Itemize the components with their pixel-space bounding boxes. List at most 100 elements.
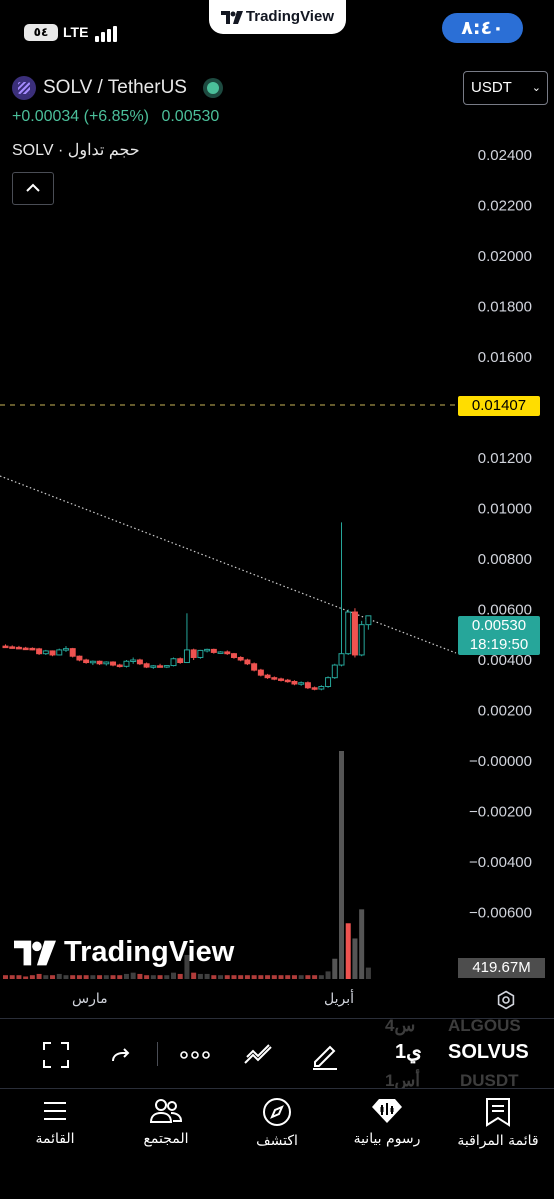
status-bar: ٥٤ LTE TradingView ٨:٤٠ [0, 0, 554, 62]
drawing-tools-icon[interactable] [310, 1041, 340, 1071]
price-axis-label: 0.00800 [478, 551, 532, 568]
candle [163, 665, 170, 669]
candle [304, 681, 311, 690]
volume-bar [16, 975, 22, 979]
time-axis[interactable]: مارس أبريل [0, 986, 554, 1014]
currency-select[interactable]: USDT ⌄ [463, 71, 548, 105]
candle [351, 608, 358, 658]
nav-community[interactable]: المجتمع [111, 1097, 221, 1147]
nav-watchlist-label: قائمة المراقبة [457, 1133, 539, 1149]
symbol-selector[interactable]: SOLVUS [448, 1041, 529, 1063]
candle [190, 648, 197, 660]
volume-bar [265, 975, 271, 979]
volume-bar [285, 975, 291, 979]
price-axis-label: 0.01200 [478, 450, 532, 467]
candle [291, 680, 298, 686]
price-chart[interactable]: 0.02400 0.02200 0.02000 0.01800 0.01600 0.012… [0, 140, 554, 986]
chart-settings-icon[interactable] [496, 990, 516, 1010]
nav-charts[interactable]: رسوم بيانية [332, 1097, 442, 1147]
next-symbol-ghost: DUSDT [460, 1071, 519, 1090]
price-axis-label: −0.00400 [469, 854, 532, 871]
fullscreen-icon[interactable] [42, 1041, 70, 1069]
indicators-icon[interactable] [243, 1041, 275, 1069]
candle [298, 681, 305, 686]
marked-price-tag: 0.01407 [458, 396, 540, 416]
volume-bar [191, 972, 197, 979]
volume-bar [164, 975, 170, 979]
symbol-header[interactable]: SOLV / TetherUS [12, 74, 223, 102]
network-type: LTE [63, 24, 89, 40]
candle [251, 662, 258, 672]
battery-icon: ٥٤ [24, 24, 58, 41]
volume-bar [211, 975, 217, 979]
candle [204, 648, 211, 653]
candle [136, 658, 143, 666]
volume-bar [244, 975, 250, 979]
candle [130, 657, 137, 664]
volume-indicator-label[interactable]: SOLV · حجم تداول [12, 142, 140, 159]
chart-diamond-icon [372, 1099, 402, 1123]
volume-bar [150, 975, 156, 979]
price-axis-label: 0.00400 [478, 652, 532, 669]
volume-bar [312, 975, 318, 979]
volume-bar [184, 954, 190, 979]
time-label-april: أبريل [324, 991, 355, 1007]
candle [365, 615, 372, 630]
volume-bar [83, 975, 89, 979]
price-axis-label: 0.01000 [478, 501, 532, 518]
volume-bar [325, 971, 331, 979]
price-axis-label: 0.01800 [478, 299, 532, 316]
volume-bar [197, 973, 203, 979]
nav-explore[interactable]: اكتشف [222, 1097, 332, 1149]
price-axis-label: −0.00600 [469, 905, 532, 922]
price-axis-label: 0.02200 [478, 198, 532, 215]
toolbar-divider [157, 1042, 158, 1066]
nav-menu[interactable]: القائمة [0, 1097, 110, 1147]
more-options-icon[interactable] [180, 1041, 210, 1069]
candle [237, 656, 244, 662]
candle [150, 665, 157, 669]
candle [143, 662, 150, 669]
candle [2, 644, 9, 649]
price-axis-label: −0.00200 [469, 804, 532, 821]
volume-bar [238, 975, 244, 979]
current-price-tag: 0.00530 18:19:50 [458, 616, 540, 655]
volume-bar [365, 967, 371, 979]
volume-bar [36, 973, 42, 979]
last-price: 0.00530 [161, 108, 220, 125]
nav-community-label: المجتمع [143, 1131, 189, 1147]
volume-bar [137, 973, 143, 979]
candle [210, 648, 217, 654]
volume-bar [352, 938, 358, 979]
candle [116, 663, 123, 668]
volume-bar [110, 975, 116, 979]
volume-bar [43, 975, 49, 979]
collapse-indicators-button[interactable] [12, 172, 54, 205]
volume-bar [29, 975, 35, 979]
volume-bar [291, 975, 297, 979]
volume-bar [231, 975, 237, 979]
solv-coin-icon [12, 76, 36, 100]
redo-icon[interactable] [110, 1041, 132, 1069]
candle [325, 676, 332, 688]
volume-bar [97, 975, 103, 979]
candle [183, 613, 190, 664]
candle [76, 655, 83, 662]
candle [157, 663, 164, 668]
signal-icon [95, 26, 117, 42]
bottom-navigation: القائمة المجتمع اكتشف رسوم بيانية قائمة … [0, 1088, 554, 1199]
prev-interval-ghost: 4س [385, 1016, 416, 1035]
menu-icon [44, 1102, 66, 1120]
status-time[interactable]: ٨:٤٠ [442, 13, 523, 43]
app-banner[interactable]: TradingView [209, 0, 346, 34]
symbol-name[interactable]: SOLV / TetherUS [43, 77, 187, 98]
volume-bar [50, 975, 56, 979]
trend-line[interactable] [0, 475, 457, 654]
price-axis[interactable]: 0.02400 0.02200 0.02000 0.01800 0.01600 0.012… [469, 147, 532, 922]
nav-watchlist[interactable]: قائمة المراقبة [443, 1097, 553, 1149]
price-axis-label: −0.00000 [469, 753, 532, 770]
volume-bar [305, 975, 311, 979]
candle [15, 645, 22, 650]
interval-selector[interactable]: 1ي [395, 1041, 422, 1063]
community-icon [149, 1099, 183, 1123]
